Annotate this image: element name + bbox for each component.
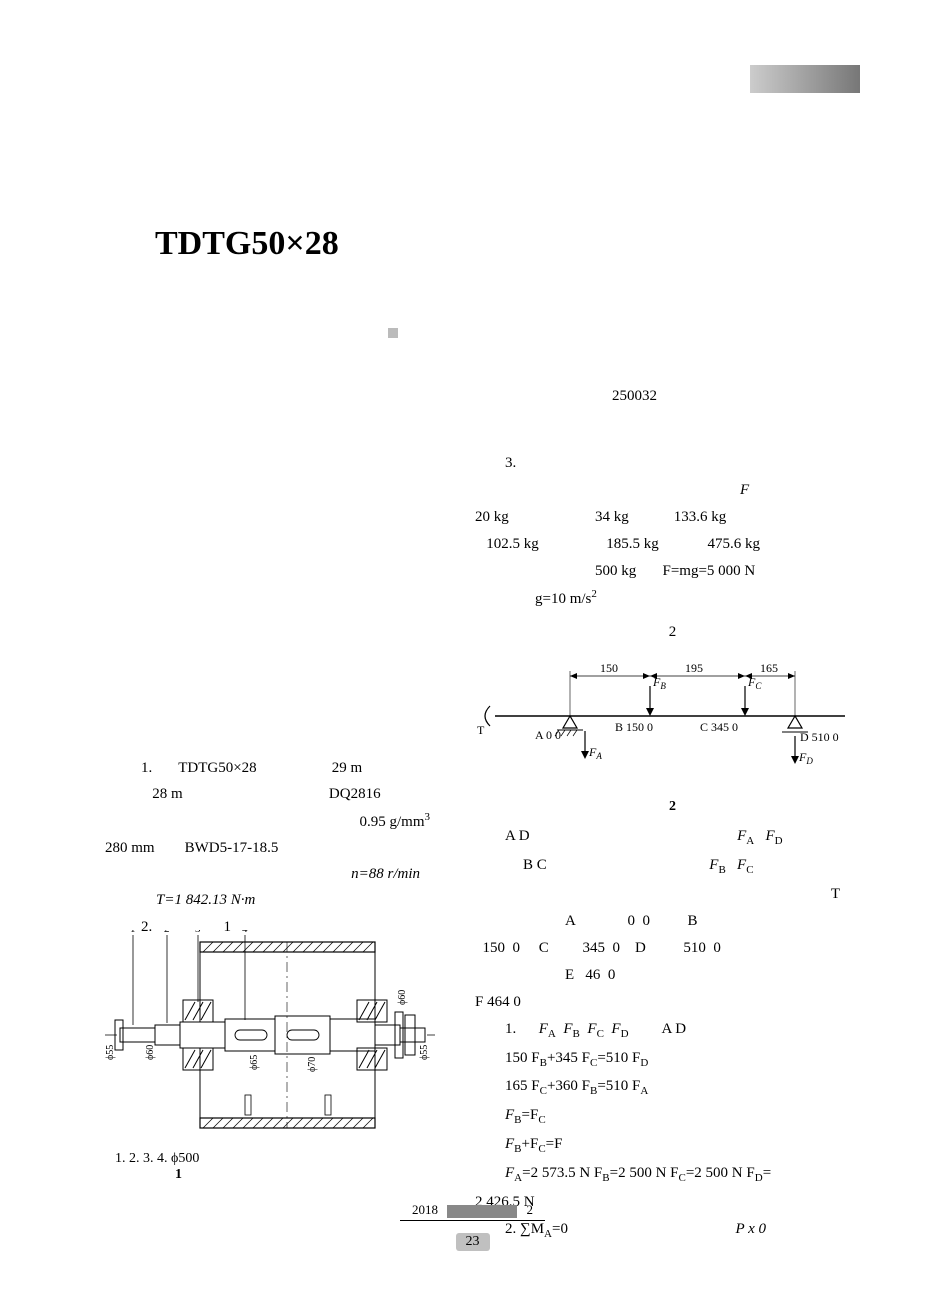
mass-row3: 500 kg F=mg=5 000 N [475, 558, 870, 585]
right-column: 3. F 20 kg 34 kg 133.6 kg 102.5 kg 185.5… [475, 450, 870, 1244]
svg-text:FA: FA [588, 745, 602, 761]
footer-year: 2018 [412, 1202, 438, 1217]
svg-text:ϕ70: ϕ70 [307, 1057, 318, 1072]
val-28m: 28 m [152, 786, 182, 802]
height-29m: 29 m [332, 760, 362, 776]
val-280mm: 280 mm [105, 840, 155, 856]
svg-text:ϕ65: ϕ65 [249, 1055, 260, 1070]
footer-bar-icon [447, 1205, 517, 1218]
page-number-badge: 23 [456, 1233, 490, 1251]
figure-2-svg: T A 0 0 FA FB B 150 0 FC C 345 0 [475, 656, 855, 786]
figure-1: 1 2 3 4 ϕ55 ϕ60 ϕ65 ϕ70 ϕ60 ϕ55 1. 2. 3.… [105, 930, 435, 1183]
svg-text:ϕ55: ϕ55 [105, 1045, 116, 1060]
equation-4: FB+FC=F [475, 1131, 870, 1160]
eq-sec1: 1. [505, 1021, 516, 1037]
svg-text:T: T [477, 723, 485, 737]
coords-F: F 464 0 [475, 989, 870, 1016]
svg-text:B 150 0: B 150 0 [615, 720, 653, 734]
figure-2: T A 0 0 FA FB B 150 0 FC C 345 0 [475, 656, 870, 819]
svg-text:1: 1 [130, 930, 136, 935]
fig2-ref-top: 2 [475, 619, 870, 646]
supports-AD: A D [505, 828, 530, 844]
equation-3: FB=FC [475, 1102, 870, 1131]
density: 0.95 g/mm [359, 814, 424, 830]
svg-text:FD: FD [798, 750, 813, 766]
coords-3: E 46 0 [475, 962, 870, 989]
coords-2: 150 0 C 345 0 D 510 0 [475, 935, 870, 962]
mass-row1: 20 kg 34 kg 133.6 kg [475, 504, 870, 531]
svg-text:ϕ55: ϕ55 [419, 1045, 430, 1060]
fig1-number: 1 [105, 1167, 435, 1183]
torque-T: T=1 842.13 N·m [156, 892, 255, 908]
svg-text:3: 3 [195, 930, 201, 935]
footer: 2018 2 [0, 1201, 945, 1221]
page-title: TDTG50×28 [155, 225, 339, 263]
postal-code: 250032 [612, 388, 657, 405]
svg-text:ϕ60: ϕ60 [397, 990, 408, 1005]
equation-2: 165 FC+360 FB=510 FA [475, 1073, 870, 1102]
svg-text:C 345 0: C 345 0 [700, 720, 738, 734]
figure-1-svg: 1 2 3 4 ϕ55 ϕ60 ϕ65 ϕ70 ϕ60 ϕ55 [105, 930, 435, 1140]
svg-text:A 0 0: A 0 0 [535, 728, 561, 742]
code-dq: DQ2816 [329, 786, 381, 802]
mass-row2: 102.5 kg 185.5 kg 475.6 kg [475, 531, 870, 558]
force-F: F [740, 482, 749, 498]
svg-text:D 510 0: D 510 0 [800, 730, 839, 744]
svg-text:ϕ60: ϕ60 [145, 1045, 156, 1060]
model: TDTG50×28 [178, 760, 256, 776]
code-bwd: BWD5-17-18.5 [185, 840, 279, 856]
loads-BC: B C [523, 857, 547, 873]
header-gradient-bar [750, 65, 860, 93]
fig1-legend: 1. 2. 3. 4. ϕ500 [105, 1151, 435, 1167]
sec1-label: 1. [141, 760, 152, 776]
gravity-row: g=10 m/s2 [475, 585, 870, 613]
page-number: 23 [0, 1232, 945, 1251]
svg-text:150: 150 [600, 661, 618, 675]
svg-text:4: 4 [242, 930, 248, 935]
left-column: 1. TDTG50×28 29 m 28 m DQ2816 0.95 g/mm3… [105, 755, 450, 940]
coords-1: A 0 0 B [475, 908, 870, 935]
density-exp: 3 [425, 811, 431, 823]
author-marker [388, 328, 398, 338]
results-line1: FA=2 573.5 N FB=2 500 N FC=2 500 N FD= [475, 1160, 870, 1189]
torque-T-right: T [831, 886, 840, 902]
svg-text:195: 195 [685, 661, 703, 675]
equation-1: 150 FB+345 FC=510 FD [475, 1045, 870, 1074]
fig2-number: 2 [475, 794, 870, 819]
sec3-label: 3. [505, 455, 516, 471]
n-speed: n=88 r/min [351, 866, 420, 882]
footer-issue: 2 [527, 1202, 534, 1217]
svg-text:165: 165 [760, 661, 778, 675]
svg-text:2: 2 [164, 930, 170, 935]
